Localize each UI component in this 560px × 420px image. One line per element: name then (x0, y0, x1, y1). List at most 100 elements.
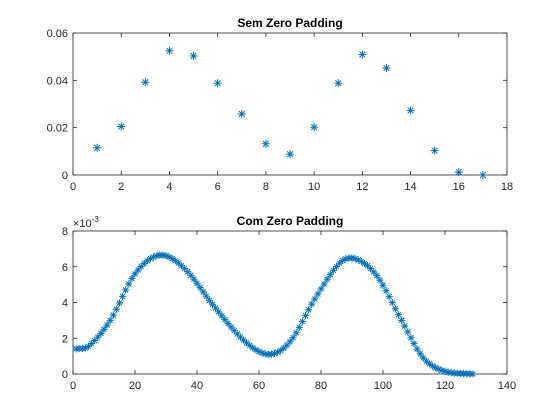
data-point-marker (187, 271, 195, 279)
data-point-marker (100, 325, 108, 333)
data-point-marker (326, 271, 334, 279)
data-point-marker (230, 327, 238, 335)
data-point-marker (358, 50, 367, 59)
x-tick-label: 40 (191, 380, 203, 392)
subplot-bottom: Com Zero Padding 0 20 40 60 80 100 120 140 0 2 4 6 8 ×… (62, 214, 516, 392)
data-point-marker (382, 64, 391, 73)
data-point-marker (213, 79, 222, 88)
x-tick-label: 18 (501, 181, 513, 193)
x-tick-label: 4 (166, 181, 172, 193)
data-point-marker (454, 168, 463, 177)
data-point-marker (258, 349, 266, 357)
y-tick-label: 0.02 (47, 123, 68, 135)
x-tick-label: 80 (315, 380, 327, 392)
data-point-marker (398, 316, 406, 324)
data-point-marker (117, 122, 126, 131)
x-tick-label: 12 (356, 181, 368, 193)
data-point-marker (280, 344, 288, 352)
data-point-marker (388, 299, 396, 307)
x-tick-label: 60 (253, 380, 265, 392)
data-point-marker (320, 280, 328, 288)
plot-area (72, 230, 508, 375)
x-tick-label: 6 (215, 181, 221, 193)
data-point-marker (128, 274, 136, 282)
data-point-marker (295, 323, 303, 331)
data-point-marker (382, 287, 390, 295)
data-point-marker (196, 284, 204, 292)
data-point-marker (143, 257, 151, 265)
chart-title: Sem Zero Padding (237, 16, 342, 30)
data-point-marker (302, 312, 309, 320)
data-point-marker (141, 78, 150, 87)
data-point-marker (122, 286, 130, 294)
data-point-marker (395, 311, 402, 319)
y-tick-label: 0 (62, 170, 68, 182)
data-point-marker (373, 272, 381, 280)
x-tick-label: 14 (404, 181, 416, 193)
data-point-marker (97, 329, 105, 337)
data-point-marker (298, 318, 306, 326)
x-tick-label: 0 (70, 380, 76, 392)
data-point-marker (333, 263, 340, 271)
data-point-marker (109, 311, 117, 319)
y-tick-label: 8 (62, 226, 68, 238)
data-point-marker (286, 338, 294, 346)
data-point-marker (406, 106, 415, 115)
data-point-marker (334, 79, 343, 88)
data-point-marker (237, 109, 246, 118)
x-tick-label: 120 (436, 380, 454, 392)
data-point-marker (379, 281, 387, 289)
data-point-marker (323, 275, 331, 283)
data-point-marker (410, 340, 418, 348)
data-point-marker (112, 305, 120, 313)
subplot-top: Sem Zero Padding 0 2 4 6 8 10 12 14 16 18 0 0.02 0.04… (47, 16, 514, 193)
data-point-marker (193, 279, 201, 287)
data-point-marker (311, 295, 319, 303)
chart-title: Com Zero Padding (237, 214, 344, 228)
x-tick-label: 16 (453, 181, 465, 193)
x-tick-label: 100 (374, 380, 392, 392)
data-point-marker (308, 300, 316, 308)
data-point-marker (407, 334, 415, 342)
data-point-marker (106, 316, 114, 324)
data-point-marker (310, 123, 319, 132)
data-point-marker (221, 316, 229, 324)
data-point-marker (93, 143, 102, 152)
x-tick-label: 140 (498, 380, 516, 392)
data-point-marker (404, 328, 412, 336)
data-point-marker (289, 334, 297, 342)
data-point-marker (134, 266, 142, 274)
data-point-marker (469, 370, 477, 378)
data-point-marker (430, 146, 439, 155)
x-tick-label: 0 (70, 181, 76, 193)
y-tick-label: 0.06 (47, 28, 68, 40)
data-point-marker (212, 304, 220, 312)
data-point-marker (329, 266, 337, 274)
data-point-marker (370, 268, 378, 276)
x-tick-label: 10 (308, 181, 320, 193)
data-point-marker (317, 285, 325, 293)
data-point-marker (190, 275, 198, 283)
data-point-marker (199, 288, 207, 296)
data-point-marker (215, 308, 223, 316)
data-point-marker (205, 296, 213, 304)
data-point-marker (292, 329, 300, 337)
data-point-marker (376, 276, 384, 284)
y-tick-label: 0.04 (47, 75, 68, 87)
data-point-marker (131, 270, 139, 278)
data-point-marker (261, 139, 270, 148)
data-point-marker (218, 312, 226, 320)
data-point-marker (385, 293, 393, 301)
data-point-marker (209, 300, 216, 308)
data-point-marker (116, 299, 123, 307)
y-tick-label: 0 (62, 369, 68, 381)
data-point-marker (314, 290, 322, 298)
data-point-marker (416, 350, 424, 358)
data-point-marker (401, 322, 409, 330)
data-point-marker (413, 345, 421, 353)
data-point-marker (189, 51, 198, 60)
data-point-marker (444, 368, 452, 376)
data-point-marker (202, 292, 210, 300)
data-point-marker (103, 321, 111, 329)
